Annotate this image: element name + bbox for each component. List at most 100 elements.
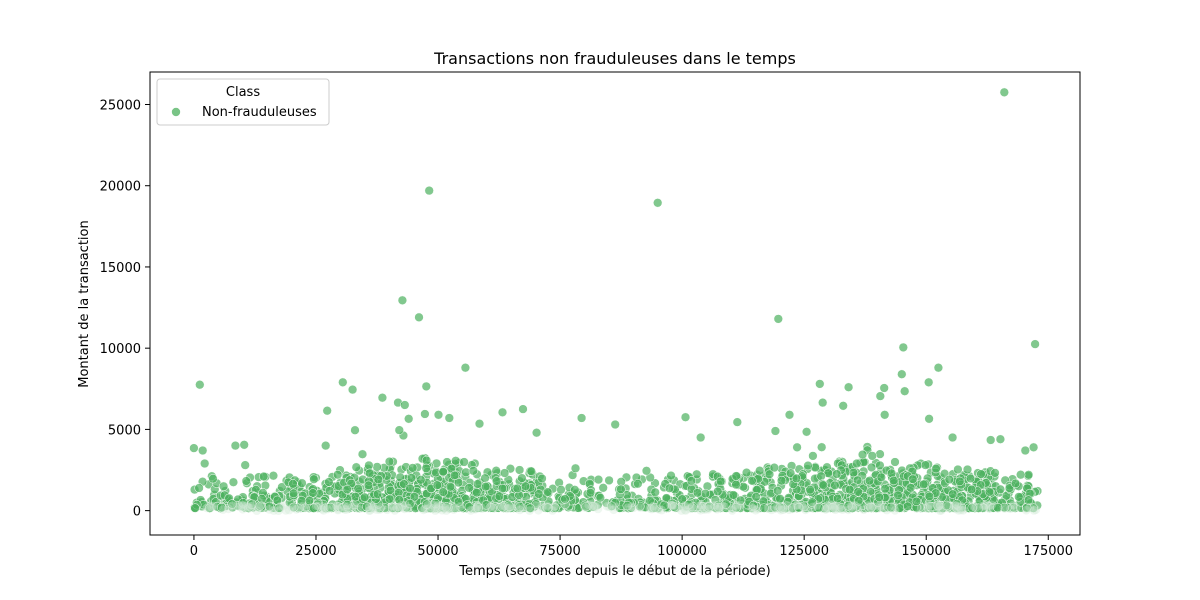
data-point [692, 488, 703, 498]
data-point [834, 504, 844, 513]
data-point [438, 466, 448, 477]
data-point [451, 456, 461, 466]
data-point [822, 502, 832, 512]
data-point [604, 502, 614, 512]
data-point [244, 502, 253, 512]
data-point [710, 501, 719, 511]
data-point [405, 483, 415, 494]
y-tick-label: 5000 [108, 423, 141, 438]
data-point [838, 505, 847, 514]
x-tick-label: 100000 [657, 544, 707, 559]
data-point [647, 504, 657, 514]
data-point [831, 505, 840, 515]
data-point [814, 503, 824, 513]
data-point [976, 469, 986, 479]
data-point [801, 505, 810, 515]
data-point [822, 503, 832, 513]
data-point [753, 504, 763, 514]
data-point [526, 466, 536, 476]
data-point [616, 484, 626, 494]
data-point [584, 500, 594, 510]
data-point [984, 501, 994, 511]
data-point [287, 502, 297, 512]
data-point [588, 501, 598, 511]
data-point [279, 501, 288, 511]
data-point [817, 442, 827, 452]
data-point [995, 434, 1006, 444]
data-point [645, 495, 655, 506]
data-point [1029, 506, 1039, 515]
data-point [844, 505, 853, 515]
data-point [511, 501, 521, 511]
data-point [194, 483, 204, 493]
data-point [357, 449, 368, 459]
data-point [900, 386, 910, 396]
data-point [595, 493, 605, 503]
data-point [836, 502, 845, 512]
data-point [353, 483, 363, 494]
data-point [935, 500, 945, 510]
data-point [889, 501, 899, 511]
data-point [531, 428, 542, 438]
legend-entry-non-frauduleuses: Non-frauduleuses [202, 105, 317, 120]
data-point [590, 502, 600, 511]
data-point [400, 400, 410, 410]
data-point [868, 502, 878, 511]
points-layer [189, 87, 1043, 515]
data-point [923, 504, 933, 513]
data-point [893, 490, 903, 500]
data-point [941, 500, 952, 511]
data-point [999, 87, 1009, 97]
data-point [474, 419, 485, 429]
data-point [450, 503, 459, 512]
data-point [866, 502, 876, 513]
data-point [966, 484, 977, 495]
data-point [338, 377, 348, 387]
data-point [1031, 505, 1041, 515]
data-point [360, 492, 370, 502]
data-point [294, 503, 303, 513]
data-point [924, 414, 934, 424]
data-point [848, 467, 859, 478]
data-point [481, 500, 492, 510]
data-point [384, 456, 395, 467]
data-point [432, 504, 442, 514]
data-point [394, 495, 404, 505]
data-point [853, 503, 863, 512]
data-point [246, 503, 256, 513]
data-point [792, 442, 802, 452]
data-point [242, 501, 251, 511]
data-point [816, 471, 826, 481]
data-point [204, 502, 214, 512]
data-point [954, 502, 964, 511]
data-point [541, 502, 551, 512]
data-point [403, 503, 413, 513]
x-tick-label: 0 [190, 544, 198, 559]
data-point [680, 501, 690, 510]
data-point [235, 502, 245, 512]
data-point [420, 504, 430, 514]
data-point [852, 458, 862, 469]
data-point [445, 482, 456, 492]
data-point [593, 474, 604, 485]
data-point [491, 476, 502, 486]
data-point [685, 504, 695, 514]
data-point [404, 414, 414, 424]
data-point [770, 426, 781, 436]
data-point [218, 481, 229, 491]
data-point [829, 503, 838, 513]
data-point [408, 463, 418, 473]
data-point [364, 460, 374, 471]
data-point [368, 503, 378, 513]
data-point [717, 501, 726, 511]
data-point [328, 501, 338, 511]
data-point [751, 492, 761, 502]
data-point [277, 482, 287, 492]
data-point [797, 501, 807, 511]
data-point [847, 502, 857, 512]
data-point [751, 505, 761, 515]
data-point [324, 486, 335, 496]
data-point [818, 480, 828, 490]
data-point [297, 478, 307, 488]
